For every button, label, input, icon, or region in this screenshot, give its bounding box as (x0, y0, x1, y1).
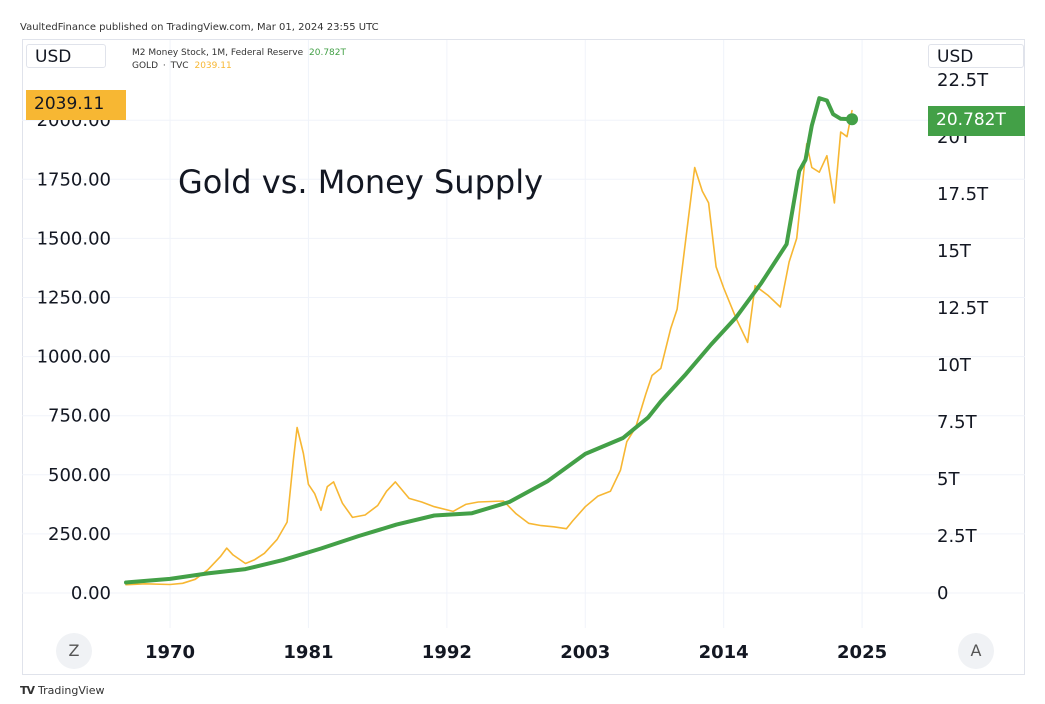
right-currency-label[interactable]: USD (928, 44, 1024, 68)
right-tick-label: 17.5T (937, 184, 989, 205)
time-scale: 1970 1981 1992 2003 2014 2025 (145, 642, 887, 663)
zoom-button[interactable]: Z (56, 633, 92, 669)
left-price-scale: 0.00 250.00 500.00 750.00 1000.00 1250.00 1500… (37, 110, 111, 604)
legend: M2 Money Stock, 1M, Federal Reserve 20.7… (132, 47, 346, 73)
legend-gold-source: TVC (170, 61, 189, 71)
auto-scale-button[interactable]: A (958, 633, 994, 669)
x-tick-label: 1970 (145, 642, 195, 663)
m2-series-line (124, 96, 854, 585)
legend-gold-label: GOLD (132, 61, 159, 71)
x-tick-label: 1981 (283, 642, 333, 663)
right-tick-label: 7.5T (937, 412, 978, 433)
x-tick-label: 2025 (837, 642, 887, 663)
right-tick-label: 0 (937, 583, 948, 604)
left-tick-label: 250.00 (48, 524, 111, 545)
left-tick-label: 1250.00 (37, 288, 111, 309)
right-tick-label: 12.5T (937, 298, 989, 319)
x-tick-label: 2003 (560, 642, 610, 663)
left-currency-label[interactable]: USD (26, 44, 106, 68)
left-tick-label: 750.00 (48, 406, 111, 427)
right-tick-label: 5T (937, 469, 960, 490)
left-tick-label: 500.00 (48, 465, 111, 486)
x-tick-label: 1992 (422, 642, 472, 663)
legend-row-m2[interactable]: M2 Money Stock, 1M, Federal Reserve 20.7… (132, 47, 346, 60)
left-tick-label: 1500.00 (37, 228, 111, 249)
left-tick-label: 1750.00 (37, 169, 111, 190)
right-tick-label: 10T (937, 355, 972, 376)
x-tick-label: 2014 (699, 642, 749, 663)
legend-m2-label: M2 Money Stock, 1M, Federal Reserve (132, 48, 304, 58)
left-tick-label: 1000.00 (37, 347, 111, 368)
m2-price-tag: 20.782T (928, 106, 1025, 136)
m2-last-point (846, 113, 859, 126)
series-layer (124, 96, 859, 586)
tradingview-brand: TradingView (38, 684, 105, 697)
tradingview-logo-icon: TV (20, 684, 35, 697)
legend-separator: · (162, 61, 166, 71)
legend-gold-value: 2039.11 (194, 61, 232, 71)
chart-title: Gold vs. Money Supply (178, 163, 543, 201)
gold-price-tag: 2039.11 (26, 90, 126, 120)
right-tick-label: 22.5T (937, 70, 989, 91)
right-tick-label: 15T (937, 241, 972, 262)
left-tick-label: 0.00 (71, 583, 111, 604)
legend-m2-value: 20.782T (309, 48, 346, 58)
tradingview-logo[interactable]: TV TradingView (20, 684, 105, 697)
publisher-line: VaultedFinance published on TradingView.… (20, 22, 379, 33)
right-tick-label: 2.5T (937, 526, 978, 547)
legend-row-gold[interactable]: GOLD · TVC 2039.11 (132, 60, 346, 73)
grid (22, 40, 1025, 628)
